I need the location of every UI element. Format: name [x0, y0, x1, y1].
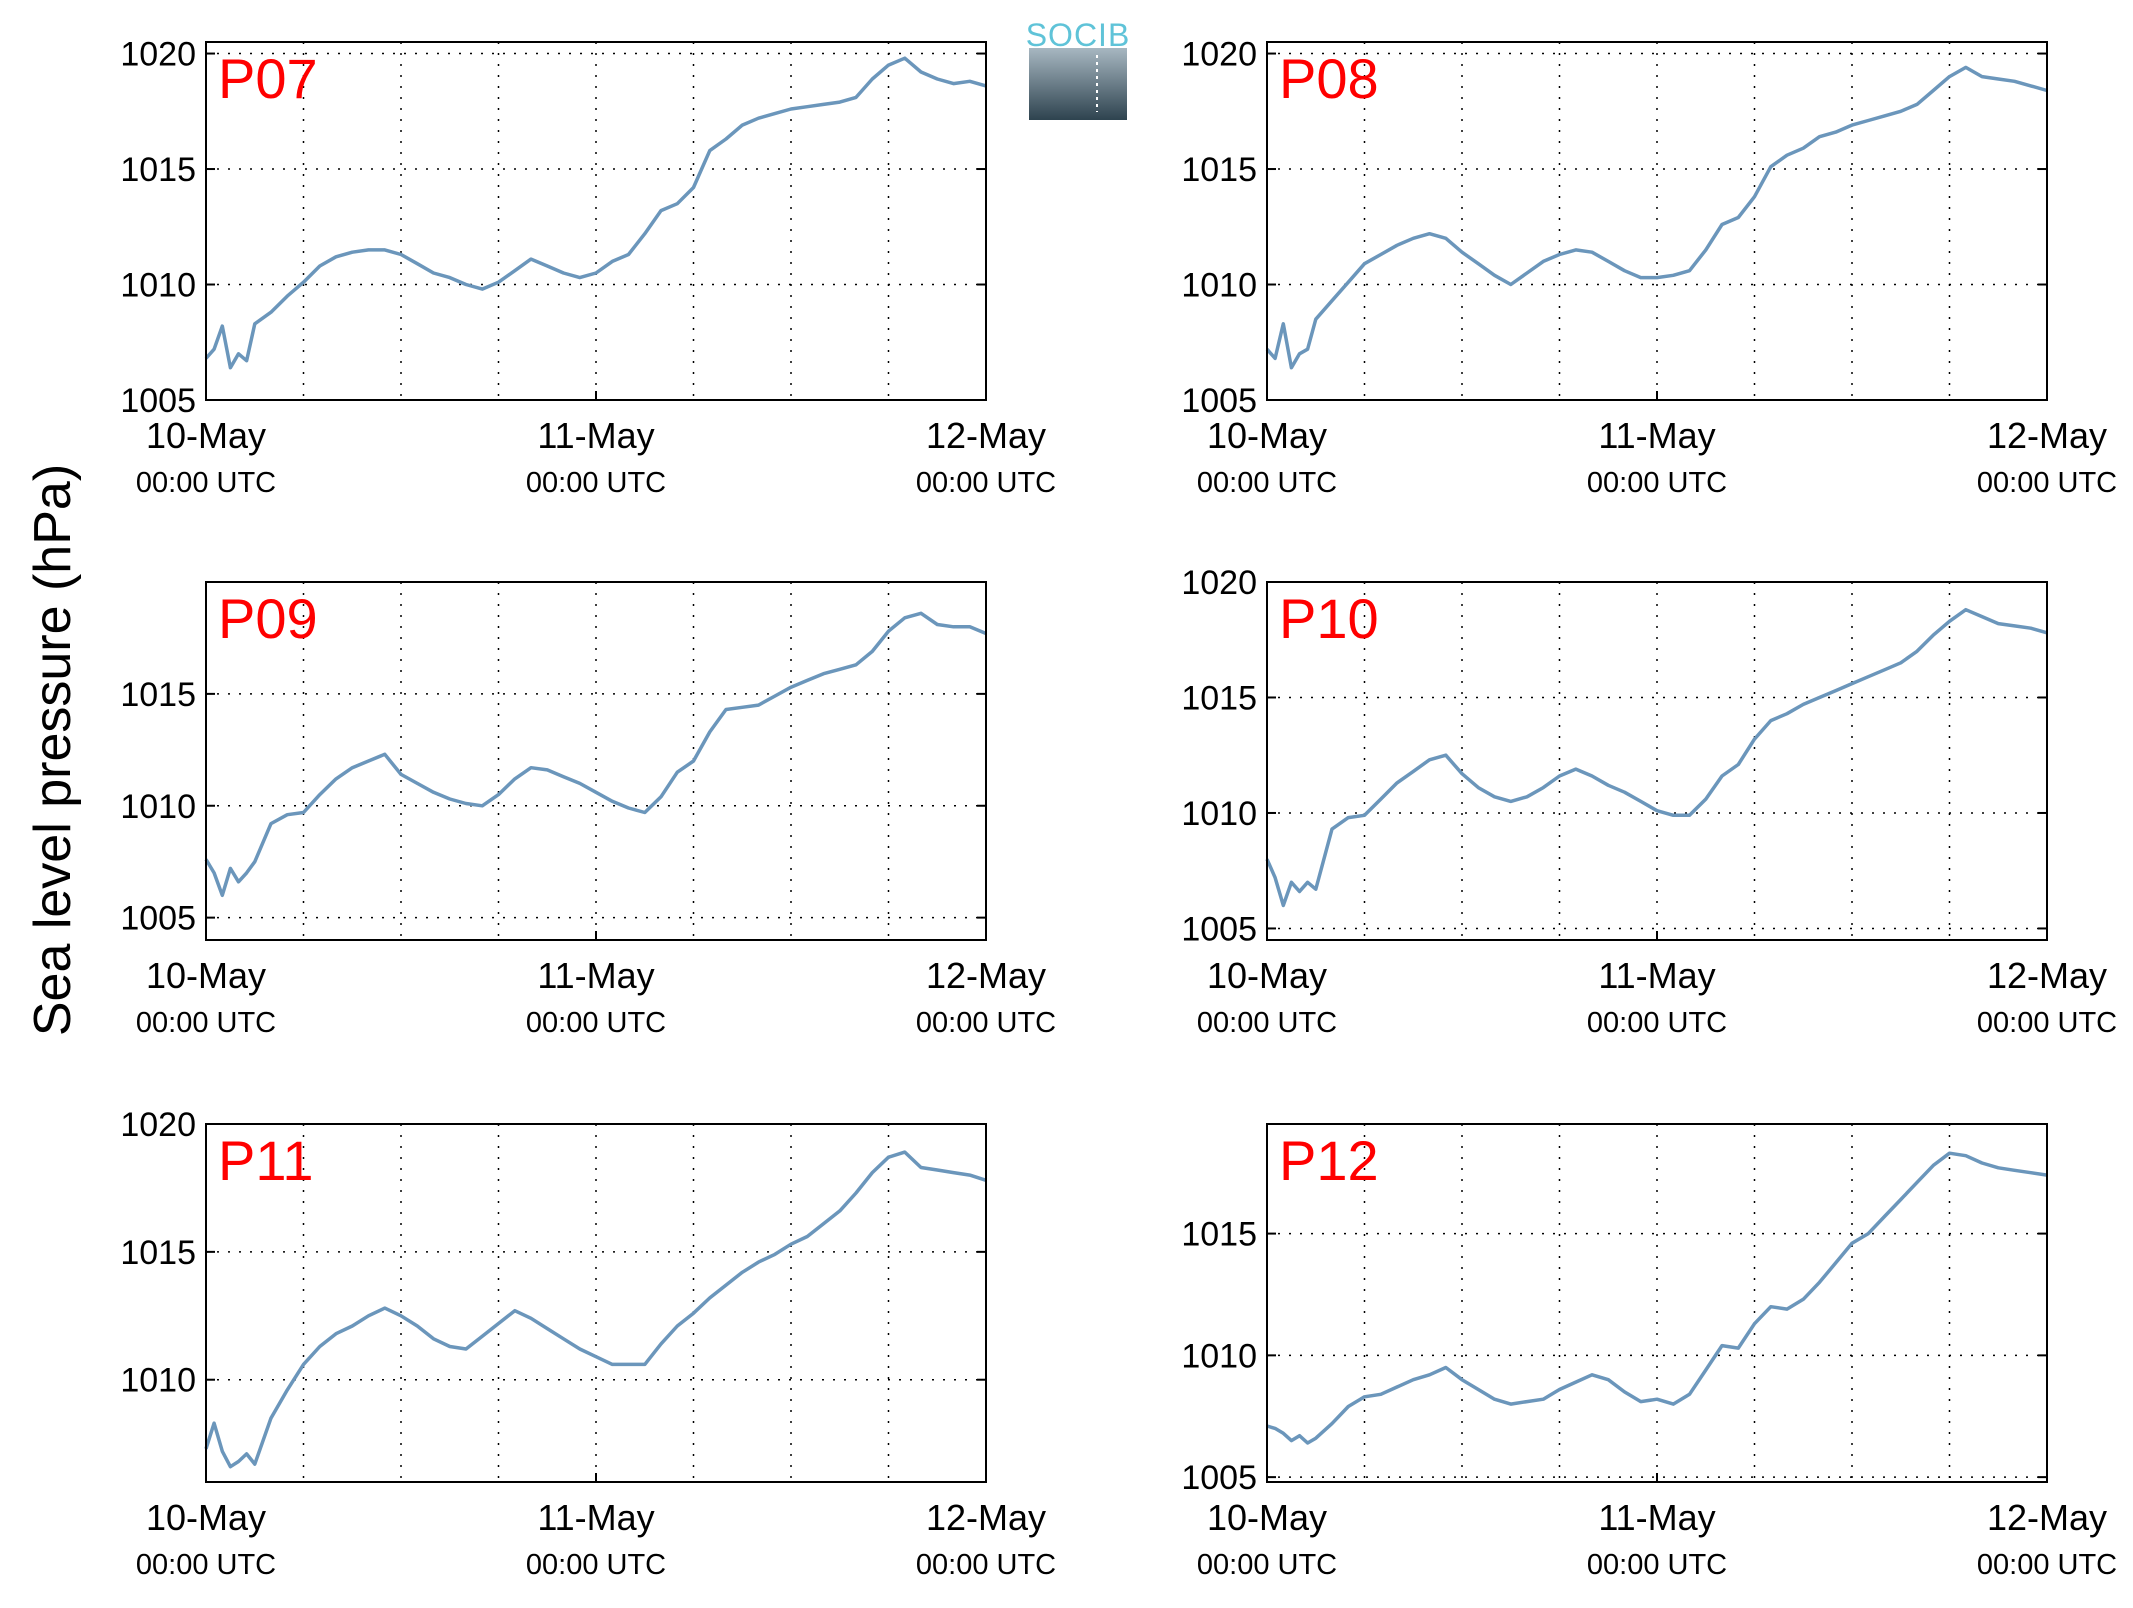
station-label: P10	[1279, 587, 1379, 650]
x-tick-time: 00:00 UTC	[136, 1549, 276, 1581]
y-tick-label: 1015	[1181, 151, 1257, 189]
y-tick-label: 1020	[1181, 564, 1257, 602]
station-label: P09	[218, 587, 318, 650]
panel-p11: 1010 1015 1020 10-May 00:00 UTC 11-May 00:00 U…	[120, 1106, 1056, 1581]
x-tick-date: 12-May	[1987, 955, 2107, 996]
x-tick-date: 11-May	[537, 415, 654, 456]
y-tick-label: 1010	[1181, 267, 1257, 305]
y-tick-label: 1015	[1181, 1216, 1257, 1254]
x-tick-time: 00:00 UTC	[916, 467, 1056, 499]
x-tick-date: 10-May	[146, 1497, 266, 1538]
x-tick-date: 12-May	[926, 955, 1046, 996]
x-tick-date: 11-May	[537, 955, 654, 996]
x-tick-time: 00:00 UTC	[1977, 1007, 2117, 1039]
y-tick-label: 1020	[120, 36, 196, 74]
x-tick-time: 00:00 UTC	[136, 1007, 276, 1039]
x-tick-time: 00:00 UTC	[1197, 1549, 1337, 1581]
pressure-line-p12	[1266, 1151, 2048, 1445]
x-tick-time: 00:00 UTC	[916, 1007, 1056, 1039]
x-tick-time: 00:00 UTC	[1587, 1007, 1727, 1039]
panel-p10: 1005 1010 1015 1020 10-May 00:00 UTC 11-May 00:…	[1181, 564, 2117, 1039]
x-tick-time: 00:00 UTC	[136, 467, 276, 499]
x-tick-date: 12-May	[1987, 415, 2107, 456]
y-tick-label: 1015	[1181, 679, 1257, 717]
x-tick-time: 00:00 UTC	[1587, 1549, 1727, 1581]
x-tick-date: 10-May	[146, 415, 266, 456]
y-tick-label: 1015	[120, 1234, 196, 1272]
x-tick-date: 10-May	[1207, 415, 1327, 456]
y-tick-label: 1005	[1181, 382, 1257, 420]
x-tick-time: 00:00 UTC	[916, 1549, 1056, 1581]
x-tick-date: 12-May	[926, 415, 1046, 456]
x-tick-time: 00:00 UTC	[526, 1007, 666, 1039]
station-label: P12	[1279, 1129, 1379, 1192]
x-tick-time: 00:00 UTC	[1197, 467, 1337, 499]
station-label: P07	[218, 47, 318, 110]
x-tick-date: 12-May	[926, 1497, 1046, 1538]
y-tick-label: 1005	[1181, 910, 1257, 948]
pressure-line-p07	[204, 56, 987, 370]
station-label: P11	[218, 1129, 313, 1192]
y-tick-label: 1020	[1181, 36, 1257, 74]
y-tick-label: 1005	[120, 900, 196, 938]
x-tick-date: 10-May	[1207, 955, 1327, 996]
y-tick-label: 1010	[1181, 795, 1257, 833]
x-tick-date: 11-May	[1598, 415, 1715, 456]
x-tick-date: 12-May	[1987, 1497, 2107, 1538]
pressure-line-p10	[1265, 607, 2048, 908]
pressure-line-p11	[204, 1150, 987, 1469]
pressure-line-p08	[1265, 65, 2048, 370]
x-tick-date: 10-May	[1207, 1497, 1327, 1538]
x-tick-time: 00:00 UTC	[1977, 467, 2117, 499]
x-tick-time: 00:00 UTC	[526, 1549, 666, 1581]
panel-p09: 1005 1010 1015 10-May 00:00 UTC 11-May 00:00 U…	[120, 581, 1056, 1039]
pressure-line-p09	[204, 611, 987, 898]
x-tick-time: 00:00 UTC	[1587, 467, 1727, 499]
y-tick-label: 1010	[1181, 1337, 1257, 1375]
panel-p12: 1005 1010 1015 10-May 00:00 UTC 11-May 00:00 U…	[1181, 1123, 2117, 1581]
panel-p08: 1005 1010 1015 1020 10-May 00:00 UTC 11-May 00:…	[1181, 36, 2117, 499]
y-tick-label: 1010	[120, 1362, 196, 1400]
x-tick-date: 11-May	[537, 1497, 654, 1538]
panel-p07: 1005 1010 1015 1020 10-May 00:00 UTC 11-May 00:…	[120, 36, 1056, 499]
y-tick-label: 1015	[120, 676, 196, 714]
y-tick-label: 1010	[120, 267, 196, 305]
y-tick-label: 1005	[1181, 1459, 1257, 1497]
logo-text: SOCIB	[1026, 17, 1131, 53]
x-tick-date: 10-May	[146, 955, 266, 996]
x-tick-time: 00:00 UTC	[1197, 1007, 1337, 1039]
y-tick-label: 1005	[120, 382, 196, 420]
figure-ylabel: Sea level pressure (hPa)	[24, 464, 82, 1036]
x-tick-date: 11-May	[1598, 955, 1715, 996]
y-tick-label: 1020	[120, 1106, 196, 1144]
logo-block	[1029, 48, 1127, 120]
y-tick-label: 1015	[120, 151, 196, 189]
socib-logo: SOCIB	[1026, 17, 1131, 120]
x-tick-time: 00:00 UTC	[1977, 1549, 2117, 1581]
y-tick-label: 1010	[120, 788, 196, 826]
x-tick-time: 00:00 UTC	[526, 467, 666, 499]
x-tick-date: 11-May	[1598, 1497, 1715, 1538]
station-label: P08	[1279, 47, 1379, 110]
